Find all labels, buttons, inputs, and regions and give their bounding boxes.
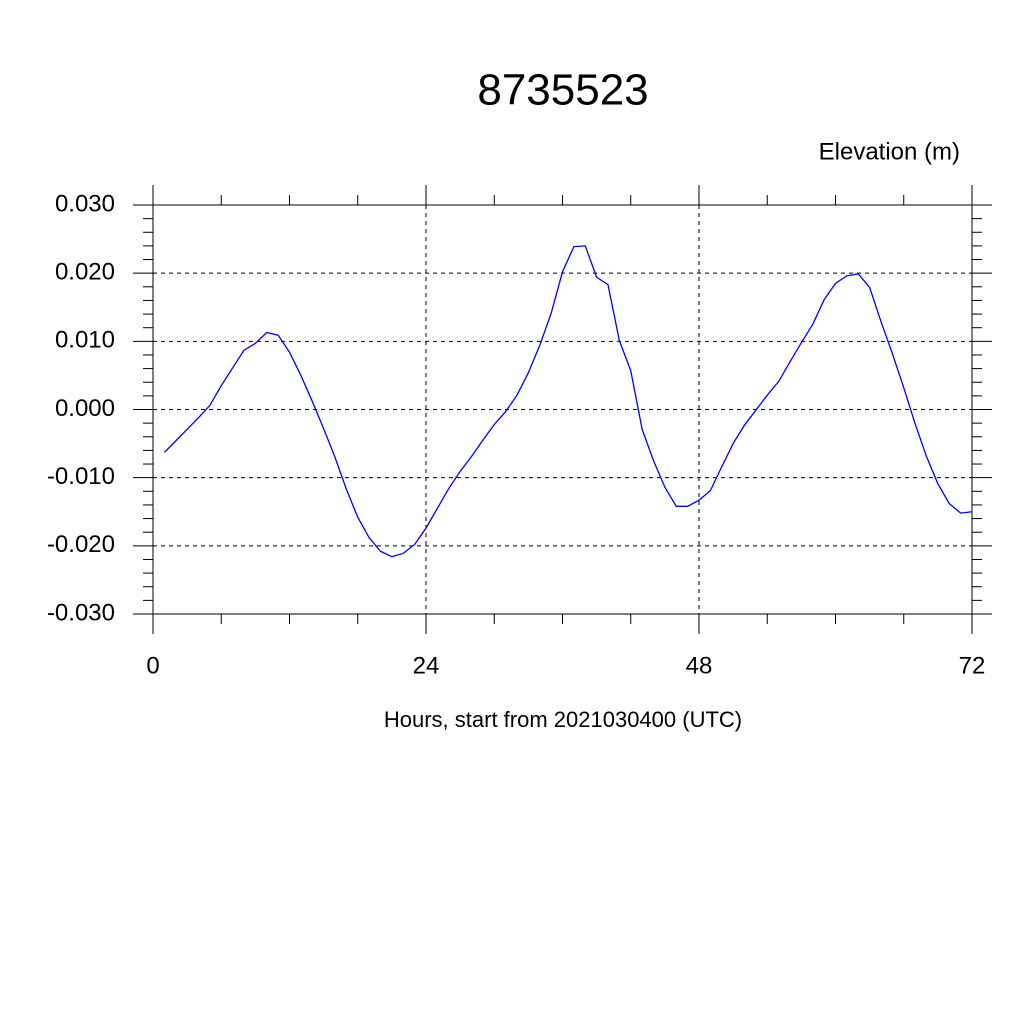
y-tick-label: 0.020 — [55, 259, 115, 286]
x-tick-label: 72 — [959, 652, 986, 679]
y-tick-label: -0.020 — [47, 531, 115, 558]
y-tick-label: -0.030 — [47, 599, 115, 626]
y-tick-label: 0.030 — [55, 190, 115, 217]
y-tick-label: -0.010 — [47, 463, 115, 490]
x-tick-label: 24 — [413, 652, 440, 679]
x-axis-label: Hours, start from 2021030400 (UTC) — [384, 707, 742, 732]
x-tick-label: 48 — [686, 652, 713, 679]
chart-title: 8735523 — [477, 66, 648, 115]
y-tick-label: 0.000 — [55, 395, 115, 422]
x-tick-label: 0 — [146, 652, 159, 679]
data-line — [163, 245, 973, 558]
plot-frame — [152, 204, 973, 615]
y-tick-label: 0.010 — [55, 327, 115, 354]
y-axis-label: Elevation (m) — [819, 138, 960, 165]
